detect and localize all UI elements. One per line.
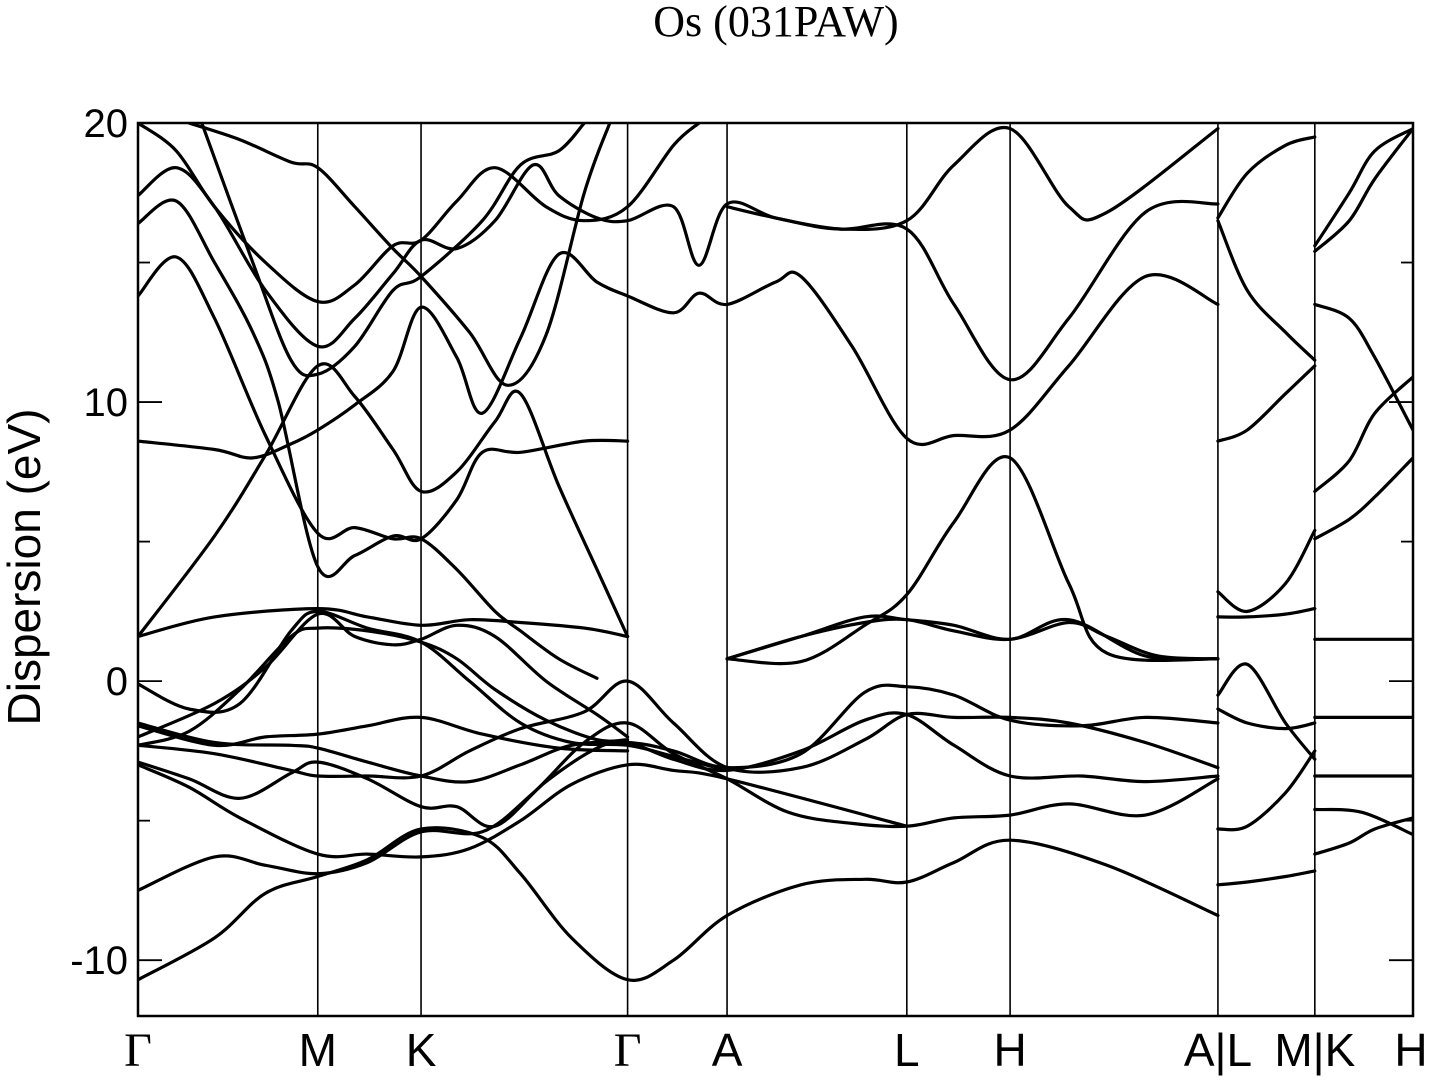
band-line-32	[1313, 816, 1413, 856]
band-line-14	[138, 198, 630, 578]
band-line-0	[138, 826, 1220, 982]
band-line-40	[1313, 127, 1413, 248]
band-line-33	[1313, 807, 1413, 837]
x-tick-labels: Γ M K Γ A L H A|L M|K H	[124, 1024, 1427, 1077]
band-line-1	[138, 721, 1220, 892]
band-line-21	[725, 617, 1220, 661]
band-line-18	[200, 123, 586, 378]
band-line-39	[1313, 302, 1413, 432]
band-line-28	[1216, 528, 1317, 613]
band-line-17	[187, 123, 612, 387]
k-point-label-4: A	[712, 1024, 743, 1076]
band-line-12	[138, 250, 1220, 460]
band-line-20	[725, 455, 1220, 666]
band-line-6	[138, 715, 630, 753]
y-tick-label: 10	[84, 381, 129, 425]
k-point-label-3: Γ	[614, 1024, 642, 1077]
band-line-4	[138, 679, 1220, 780]
k-point-label-1: M	[299, 1024, 337, 1076]
band-line-22	[725, 614, 1220, 662]
band-line-27	[1216, 607, 1317, 619]
band-line-25	[1216, 707, 1317, 731]
band-line-9	[138, 611, 630, 739]
band-line-16	[138, 123, 701, 304]
k-point-label-0: Γ	[124, 1024, 152, 1077]
band-line-31	[1216, 135, 1317, 220]
band-line-29	[1216, 364, 1317, 443]
y-axis-label: Dispersion (eV)	[0, 409, 50, 726]
band-line-38	[1313, 375, 1413, 493]
plot-frame	[136, 121, 1415, 1018]
band-line-26	[1216, 662, 1317, 761]
chart-title: Os (031PAW)	[653, 0, 898, 46]
band-line-23	[1216, 869, 1317, 887]
band-line-15	[138, 163, 1220, 382]
k-point-label-5: L	[894, 1024, 920, 1076]
band-line-5	[138, 683, 1220, 784]
k-point-label-6: H	[993, 1024, 1026, 1076]
k-point-label-8: M|K	[1274, 1024, 1355, 1076]
band-line-11	[138, 362, 630, 639]
y-tick-labels: -10 0 10 20	[70, 102, 128, 983]
band-line-30	[1216, 219, 1317, 362]
band-line-19	[725, 125, 1220, 232]
k-point-label-9: H	[1394, 1024, 1427, 1076]
band-line-10	[138, 607, 630, 639]
k-point-label-7: A|L	[1184, 1024, 1252, 1076]
band-line-8	[138, 626, 630, 747]
y-tick-label: 0	[106, 660, 128, 704]
k-point-lines	[316, 123, 1316, 1016]
k-point-label-2: K	[406, 1024, 437, 1076]
band-line-13	[138, 255, 599, 680]
band-line-41	[1313, 127, 1413, 253]
y-tick-label: 20	[84, 102, 129, 146]
band-line-37	[1313, 456, 1413, 541]
band-line-24	[1216, 749, 1317, 832]
y-tick-label: -10	[70, 939, 128, 983]
axis-ticks	[138, 122, 1413, 962]
band-line-2	[138, 762, 909, 859]
band-lines	[138, 123, 1413, 982]
